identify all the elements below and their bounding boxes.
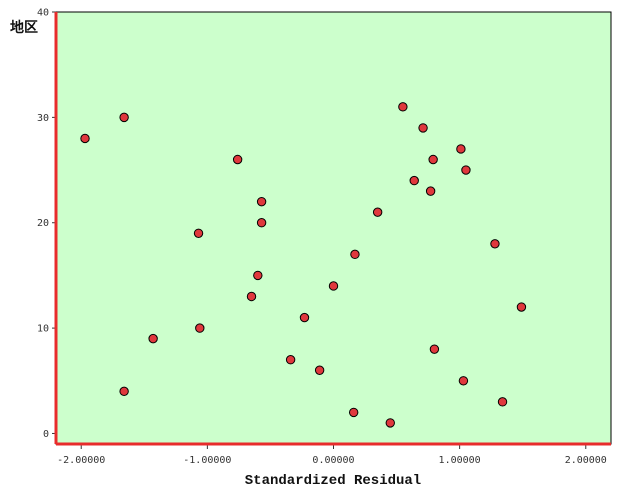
y-axis-title: 地区 [10, 19, 38, 36]
data-point [418, 123, 428, 133]
x-tick-label: -1.00000 [183, 455, 231, 466]
data-point [429, 344, 440, 354]
data-point [328, 281, 339, 291]
data-point [285, 355, 296, 365]
data-point [385, 418, 395, 428]
x-axis-title: Standardized Residual [245, 473, 421, 489]
data-point [428, 154, 438, 165]
y-tick-label: 30 [37, 113, 49, 124]
y-axis-ticks: 0 10 20 30 40 [37, 8, 56, 440]
y-tick-label: 40 [37, 8, 49, 19]
x-tick-label: 2.00000 [565, 455, 607, 466]
data-point [425, 186, 436, 196]
data-point [119, 112, 129, 123]
data-point [119, 386, 129, 397]
data-point [193, 228, 204, 238]
data-point [246, 291, 257, 302]
data-point [372, 207, 383, 217]
data-point [490, 239, 500, 249]
data-point [409, 175, 419, 186]
y-tick-label: 10 [37, 324, 49, 335]
data-point [348, 407, 359, 418]
y-tick-label: 20 [37, 218, 49, 229]
data-point [232, 154, 243, 165]
data-point [256, 218, 267, 228]
data-point [148, 333, 158, 344]
data-point [80, 133, 90, 144]
x-tick-label: 1.00000 [439, 455, 481, 466]
data-point [256, 196, 267, 207]
x-axis-ticks: -2.00000 -1.00000 0.00000 1.00000 2.00000 [57, 444, 607, 466]
data-point [350, 249, 360, 260]
data-points [80, 102, 527, 428]
data-point [516, 302, 527, 312]
x-tick-label: -2.00000 [57, 455, 105, 466]
data-point [458, 376, 469, 386]
data-point [456, 144, 466, 154]
data-point [461, 165, 471, 175]
data-point [195, 323, 205, 333]
y-tick-label: 0 [43, 429, 49, 440]
data-point [497, 397, 508, 407]
plot-area [55, 11, 612, 445]
data-point [299, 312, 310, 323]
data-point [398, 102, 408, 112]
x-tick-label: 0.00000 [312, 455, 354, 466]
data-point [314, 365, 325, 375]
data-point [253, 270, 263, 281]
